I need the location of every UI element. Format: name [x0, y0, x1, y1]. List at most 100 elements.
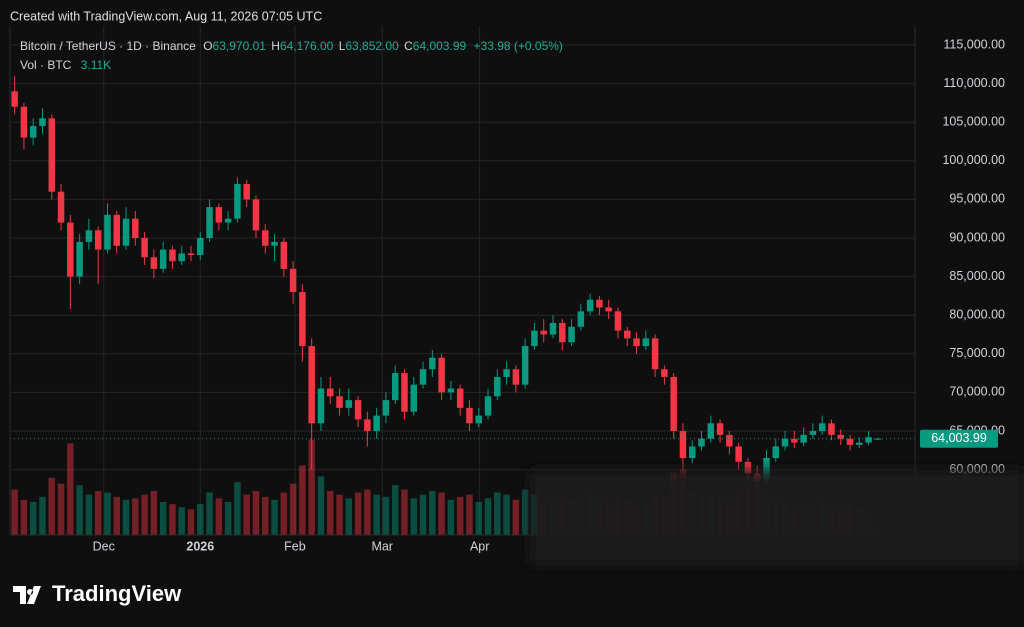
candle-body — [373, 415, 380, 432]
volume-bar — [206, 492, 213, 535]
candle-body — [224, 218, 232, 223]
candle-body — [48, 118, 56, 192]
candle-body — [456, 388, 464, 408]
volume-bar — [224, 502, 232, 535]
candle-body — [512, 369, 520, 385]
candle-body — [447, 388, 455, 393]
candle-body — [410, 384, 418, 412]
candle-body — [642, 338, 650, 347]
candle-body — [633, 338, 640, 347]
candle-body — [141, 237, 148, 258]
candle-body — [605, 307, 612, 312]
volume-bar — [429, 491, 436, 535]
candle-body — [317, 388, 325, 424]
candle-body — [336, 396, 343, 408]
created-note: Created with TradingView.com, Aug 11, 20… — [10, 9, 322, 23]
logo-icon — [13, 586, 41, 604]
volume-bar — [178, 507, 185, 535]
volume-bar — [289, 483, 297, 535]
candle-body — [494, 376, 501, 397]
candle-body — [781, 438, 789, 447]
volume-bar — [48, 477, 56, 535]
volume-bar — [94, 491, 102, 535]
change: +33.98 (+0.05%) — [474, 39, 563, 53]
x-tick-label: Mar — [371, 539, 393, 553]
candle-body — [614, 311, 622, 331]
candle-body — [243, 183, 250, 200]
volume-bar — [20, 499, 28, 535]
ohlc-value: 64,003.99 — [413, 39, 467, 53]
candle-body — [837, 434, 844, 439]
candle-body — [466, 407, 473, 424]
volume-bar — [169, 504, 176, 535]
volume-bar — [447, 499, 455, 535]
candle-body — [865, 437, 872, 443]
candle-body — [215, 207, 223, 223]
candle-body — [197, 237, 204, 255]
volume-bar — [39, 496, 46, 535]
volume-bar — [326, 491, 334, 535]
candle-body — [763, 458, 770, 482]
symbol: Bitcoin / TetherUS · 1D · Binance — [20, 39, 196, 53]
volume-bar — [382, 496, 390, 535]
candle-body — [354, 400, 362, 420]
candle-body — [419, 369, 427, 385]
candle-body — [874, 438, 882, 440]
logo: TradingView — [13, 581, 182, 606]
candle-body — [159, 249, 167, 269]
candle-body — [475, 415, 482, 424]
candle-body — [29, 126, 37, 138]
candle-body — [169, 249, 176, 262]
last-price-label: 64,003.99 — [931, 431, 987, 445]
volume-bar — [494, 492, 501, 535]
volume-bar — [364, 489, 371, 535]
candle-body — [679, 431, 687, 459]
candle-body — [586, 299, 594, 312]
x-tick-label: 2026 — [186, 539, 214, 553]
volume-bar — [11, 489, 18, 535]
candle-body — [206, 207, 213, 238]
blur-overlay — [530, 470, 1024, 565]
candle-body — [698, 438, 705, 447]
volume-bar — [67, 443, 74, 535]
candle-body — [85, 230, 93, 242]
logo-text: TradingView — [52, 581, 182, 606]
candle-body — [688, 446, 696, 459]
candle-body — [559, 322, 566, 343]
candle-body — [809, 431, 817, 435]
volume-bar — [187, 509, 195, 535]
y-tick-label: 75,000.00 — [949, 346, 1005, 360]
volume-bar — [438, 492, 445, 535]
candle-body — [299, 292, 306, 347]
x-tick-label: Dec — [93, 539, 115, 553]
candle-body — [326, 388, 334, 397]
candle-body — [113, 214, 120, 246]
x-tick-label: Apr — [470, 539, 489, 553]
candle-body — [20, 106, 28, 138]
candle-body — [726, 434, 733, 447]
y-tick-label: 100,000.00 — [942, 153, 1005, 167]
volume-bar — [299, 465, 306, 535]
candle-body — [577, 311, 585, 327]
candle-body — [178, 253, 185, 262]
candle-body — [670, 376, 677, 432]
candle-body — [744, 461, 752, 474]
volume-bar — [141, 494, 148, 535]
candle-body — [67, 222, 74, 277]
candle-body — [271, 241, 278, 246]
candle-body — [818, 423, 826, 432]
ohlc-key: L — [339, 39, 346, 53]
candle-body — [382, 400, 390, 416]
volume-bar — [234, 482, 241, 535]
candle-body — [429, 357, 436, 370]
candle-body — [651, 338, 659, 370]
candle-body — [484, 396, 492, 416]
candle-body — [707, 423, 715, 439]
candle-body — [549, 322, 557, 335]
ohlc-key: O — [203, 39, 212, 53]
ohlc-value: 63,970.01 — [213, 39, 267, 53]
volume-bar — [76, 485, 83, 535]
candle-body — [521, 346, 529, 385]
volume-bar — [466, 494, 473, 535]
x-tick-label: Feb — [284, 539, 306, 553]
